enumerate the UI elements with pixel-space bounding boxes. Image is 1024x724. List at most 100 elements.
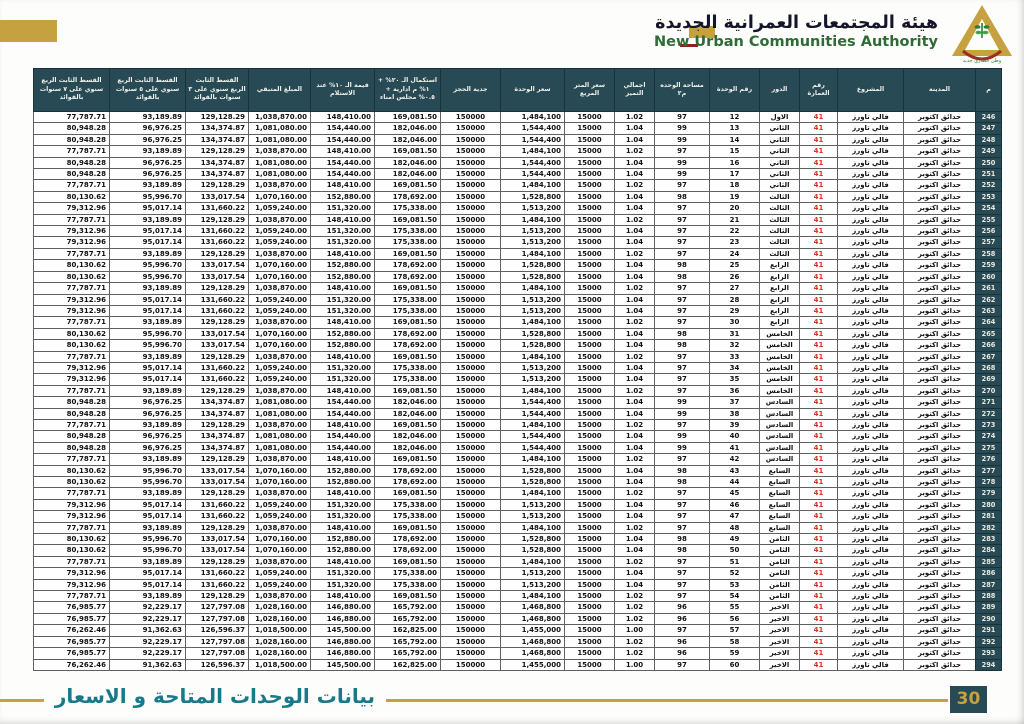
cell-installment_7y: 76,985.77 [33, 647, 110, 660]
cell-unit: 18 [709, 179, 760, 192]
cell-deposit: 150000 [440, 145, 501, 158]
cell-deposit: 150000 [440, 247, 501, 261]
cell-serial: 260 [975, 270, 1002, 284]
cell-serial: 275 [975, 441, 1002, 455]
cell-unit: 53 [709, 578, 760, 592]
cell-serial: 286 [975, 567, 1002, 580]
cell-city: حدائق اكتوبر [903, 418, 976, 432]
org-name-arabic: هيئة المجتمعات العمرانية الجديدة [655, 13, 938, 33]
cell-premium: 1.02 [614, 179, 655, 192]
cell-deposit: 150000 [440, 544, 501, 557]
cell-area: 97 [654, 578, 710, 592]
cell-premium: 1.02 [614, 635, 655, 649]
cell-installment_5y: 93,189.89 [109, 282, 186, 295]
cell-serial: 283 [975, 533, 1002, 546]
cell-building: 41 [799, 624, 838, 637]
table-row: 259 حدائق اكتوبر فالي تاورز 41 الرابع 25 98 1.0… [33, 259, 1002, 272]
cell-deposit: 150000 [440, 590, 501, 603]
cell-serial: 267 [975, 350, 1002, 363]
cell-installment_3y: 129,128.29 [185, 213, 249, 227]
table-row: 257 حدائق اكتوبر فالي تاورز 41 الثالث 23 97 1.0… [33, 236, 1002, 249]
page-number-badge: 30 [950, 686, 987, 713]
cell-price_per_m: 15000 [564, 190, 615, 204]
cell-building: 41 [799, 259, 838, 272]
cell-area: 97 [654, 498, 710, 512]
cell-installment_7y: 77,787.71 [33, 247, 110, 261]
cell-installment_5y: 95,017.14 [109, 225, 186, 238]
cell-project: فالي تاورز [837, 247, 904, 261]
cell-deposit: 150000 [440, 567, 501, 580]
cell-delivery_10pct: 151,320.00 [310, 361, 375, 375]
cell-area: 97 [654, 236, 710, 249]
cell-project: فالي تاورز [837, 567, 904, 580]
cell-area: 97 [654, 590, 710, 603]
cell-installment_3y: 131,660.22 [185, 578, 249, 592]
cell-installment_5y: 95,017.14 [109, 202, 186, 215]
cell-installment_7y: 77,787.71 [33, 453, 110, 466]
cell-deposit: 150000 [440, 430, 501, 443]
cell-completion: 169,081.50 [374, 418, 441, 432]
cell-city: حدائق اكتوبر [903, 122, 976, 135]
cell-project: فالي تاورز [837, 555, 904, 569]
cell-remaining: 1,038,870.00 [248, 384, 311, 398]
cell-deposit: 150000 [440, 510, 501, 523]
cell-delivery_10pct: 151,320.00 [310, 498, 375, 512]
cell-delivery_10pct: 146,880.00 [310, 612, 375, 626]
cell-building: 41 [799, 464, 838, 478]
cell-installment_3y: 134,374.87 [185, 441, 249, 455]
cell-area: 97 [654, 350, 710, 363]
cell-serial: 254 [975, 202, 1002, 215]
column-header-deposit: جدية الحجز [440, 68, 501, 112]
cell-floor: الثامن [759, 544, 800, 557]
cell-project: فالي تاورز [837, 225, 904, 238]
cell-project: فالي تاورز [837, 304, 904, 318]
cell-floor: الثامن [759, 555, 800, 569]
cell-completion: 165,792.00 [374, 612, 441, 626]
cell-premium: 1.04 [614, 373, 655, 386]
cell-premium: 1.04 [614, 578, 655, 592]
cell-premium: 1.02 [614, 213, 655, 227]
cell-area: 96 [654, 635, 710, 649]
cell-unit_price: 1,513,200 [500, 304, 565, 318]
column-header-serial: م [975, 68, 1002, 112]
cell-price_per_m: 15000 [564, 407, 615, 420]
cell-project: فالي تاورز [837, 213, 904, 227]
cell-floor: الثاني [759, 145, 800, 158]
cell-delivery_10pct: 151,320.00 [310, 373, 375, 386]
cell-project: فالي تاورز [837, 647, 904, 660]
cell-floor: السادس [759, 453, 800, 466]
cell-completion: 169,081.50 [374, 453, 441, 466]
cell-serial: 259 [975, 259, 1002, 272]
cell-delivery_10pct: 152,880.00 [310, 544, 375, 557]
cell-unit: 39 [709, 418, 760, 432]
cell-premium: 1.02 [614, 247, 655, 261]
cell-price_per_m: 15000 [564, 544, 615, 557]
cell-area: 97 [654, 361, 710, 375]
cell-project: فالي تاورز [837, 133, 904, 147]
cell-building: 41 [799, 658, 838, 671]
cell-installment_3y: 129,128.29 [185, 247, 249, 261]
cell-installment_5y: 93,189.89 [109, 555, 186, 569]
cell-delivery_10pct: 151,320.00 [310, 578, 375, 592]
cell-installment_5y: 95,996.70 [109, 544, 186, 557]
cell-installment_7y: 76,262.46 [33, 624, 110, 637]
cell-area: 97 [654, 555, 710, 569]
cell-unit: 13 [709, 122, 760, 135]
cell-serial: 278 [975, 475, 1002, 489]
cell-project: فالي تاورز [837, 339, 904, 352]
cell-city: حدائق اكتوبر [903, 225, 976, 238]
cell-remaining: 1,070,160.00 [248, 270, 311, 284]
cell-delivery_10pct: 154,440.00 [310, 168, 375, 181]
cell-building: 41 [799, 282, 838, 295]
cell-deposit: 150000 [440, 441, 501, 455]
cell-delivery_10pct: 154,440.00 [310, 133, 375, 147]
cell-price_per_m: 15000 [564, 453, 615, 466]
table-row: 265 حدائق اكتوبر فالي تاورز 41 الخامس 31 98 1.0… [33, 327, 1002, 341]
cell-deposit: 150000 [440, 259, 501, 272]
cell-area: 97 [654, 373, 710, 386]
cell-installment_5y: 96,976.25 [109, 441, 186, 455]
cell-remaining: 1,018,500.00 [248, 624, 311, 637]
cell-delivery_10pct: 152,880.00 [310, 259, 375, 272]
cell-premium: 1.00 [614, 624, 655, 637]
cell-floor: الثامن [759, 578, 800, 592]
